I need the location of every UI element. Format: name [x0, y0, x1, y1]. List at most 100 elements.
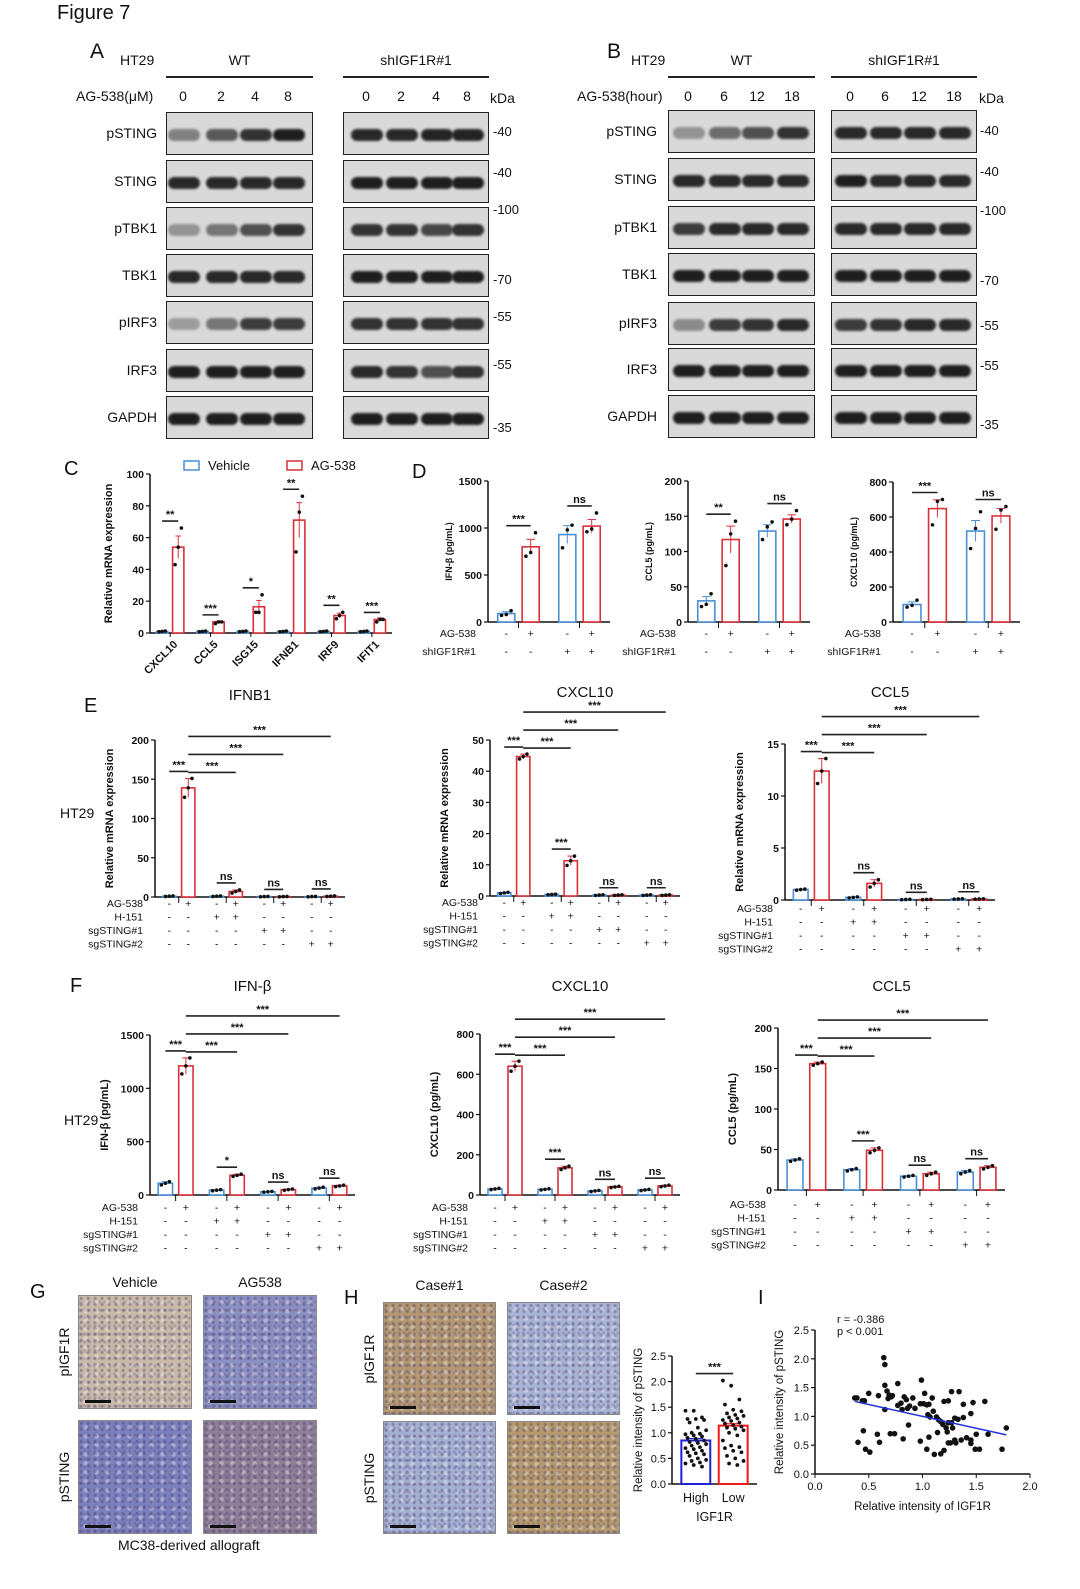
- data-point: [685, 1436, 690, 1440]
- blot-row-label: pTBK1: [114, 220, 157, 236]
- data-point: [731, 1423, 736, 1428]
- kda-marker: -70: [980, 273, 999, 288]
- protein-band: [709, 318, 741, 331]
- condition-mark: +: [316, 1243, 322, 1255]
- data-point: [691, 1408, 696, 1413]
- data-point: [727, 1430, 731, 1435]
- condition-mark: -: [816, 1240, 820, 1252]
- protein-band: [939, 364, 971, 377]
- lane-label: 0: [684, 88, 692, 104]
- data-point: [908, 897, 912, 902]
- data-point: [266, 1190, 270, 1194]
- protein-band: [742, 222, 774, 235]
- y-tick-label: 600: [869, 512, 887, 524]
- data-point: [729, 1383, 734, 1388]
- protein-band: [870, 411, 902, 424]
- data-point: [920, 897, 925, 902]
- data-point: [647, 1187, 651, 1192]
- condition-mark: -: [645, 924, 649, 936]
- protein-band: [206, 365, 238, 378]
- chart-f-8: 0 200 400 600 800 CXCL10 (pg/mL) CXCL10 AG-538 -…: [413, 978, 680, 1255]
- condition-mark: -: [852, 944, 856, 956]
- kda-label: kDa: [490, 90, 515, 106]
- condition-mark: -: [550, 938, 554, 950]
- bar: [757, 530, 777, 623]
- protein-band: [709, 222, 741, 235]
- chart-title: CXCL10: [552, 978, 609, 995]
- data-point: [297, 510, 302, 514]
- condition-mark: -: [266, 1216, 270, 1228]
- data-point: [324, 629, 329, 633]
- blot-row-label: TBK1: [121, 267, 157, 283]
- condition-mark: -: [287, 1216, 291, 1228]
- data-point: [698, 1460, 702, 1465]
- condition-mark: +: [615, 897, 621, 909]
- data-point: [218, 1187, 223, 1192]
- condition-mark: -: [799, 917, 803, 929]
- condition-label: sgSTING#1: [423, 924, 478, 936]
- protein-band: [904, 411, 936, 424]
- protein-band: [939, 126, 971, 139]
- scatter-point: [941, 1398, 947, 1405]
- data-point: [872, 1148, 877, 1153]
- data-point: [698, 1431, 702, 1436]
- y-tick-label: 1000: [459, 523, 483, 535]
- protein-band: [742, 318, 774, 331]
- condition-mark: -: [263, 939, 267, 951]
- condition-mark: -: [643, 1216, 647, 1228]
- kda-marker: -70: [493, 272, 512, 287]
- data-point: [219, 620, 224, 624]
- condition-mark: -: [873, 1240, 877, 1252]
- y-tick-label: 20: [472, 829, 484, 841]
- protein-band: [351, 365, 383, 378]
- data-point: [239, 1172, 243, 1176]
- protein-band: [386, 412, 418, 425]
- y-tick-label: 2.5: [794, 1325, 809, 1337]
- data-point: [163, 629, 168, 633]
- data-point: [973, 897, 977, 901]
- kda-marker: -40: [980, 164, 999, 179]
- scatter-point: [912, 1405, 918, 1412]
- group-underline: [343, 76, 489, 78]
- y-tick-label: 40: [472, 766, 484, 778]
- chart-title: IFN-β: [234, 978, 272, 995]
- data-point: [906, 1174, 911, 1179]
- condition-mark: -: [263, 898, 267, 910]
- data-point: [378, 617, 382, 622]
- data-point: [667, 892, 672, 897]
- data-point: [258, 894, 263, 899]
- data-point: [498, 891, 503, 896]
- y-axis-label: Relative mRNA expression: [104, 748, 116, 888]
- data-point: [967, 1168, 972, 1173]
- blot-strip: [166, 160, 313, 203]
- panel-letter-c: C: [64, 458, 78, 480]
- protein-band: [777, 318, 809, 331]
- data-point: [691, 1433, 696, 1438]
- x-tick-label: ISG15: [230, 639, 261, 670]
- data-point: [959, 1172, 963, 1176]
- data-point: [854, 1166, 859, 1171]
- data-point: [641, 893, 645, 898]
- data-point: [563, 1166, 567, 1170]
- data-point: [321, 629, 326, 634]
- correlation-p: p < 0.001: [837, 1326, 883, 1338]
- data-point: [203, 629, 208, 633]
- significance-label: ns: [602, 876, 615, 888]
- data-point: [553, 892, 558, 896]
- data-point: [214, 1188, 219, 1192]
- data-point: [543, 1187, 547, 1192]
- condition-mark: -: [910, 628, 914, 640]
- protein-band: [742, 411, 774, 424]
- protein-band: [673, 318, 705, 331]
- protein-band: [835, 411, 867, 424]
- data-point: [798, 887, 803, 892]
- condition-mark: +: [789, 628, 795, 640]
- protein-band: [870, 174, 902, 187]
- condition-mark: +: [962, 1240, 968, 1252]
- chart-e-5: 0 10 20 30 40 50 Relative mRNA expression CXCL1…: [423, 684, 680, 950]
- protein-band: [273, 128, 305, 141]
- significance-label: ***: [256, 1004, 270, 1016]
- condition-mark: +: [819, 903, 825, 915]
- cell-line-label: HT29: [120, 52, 155, 68]
